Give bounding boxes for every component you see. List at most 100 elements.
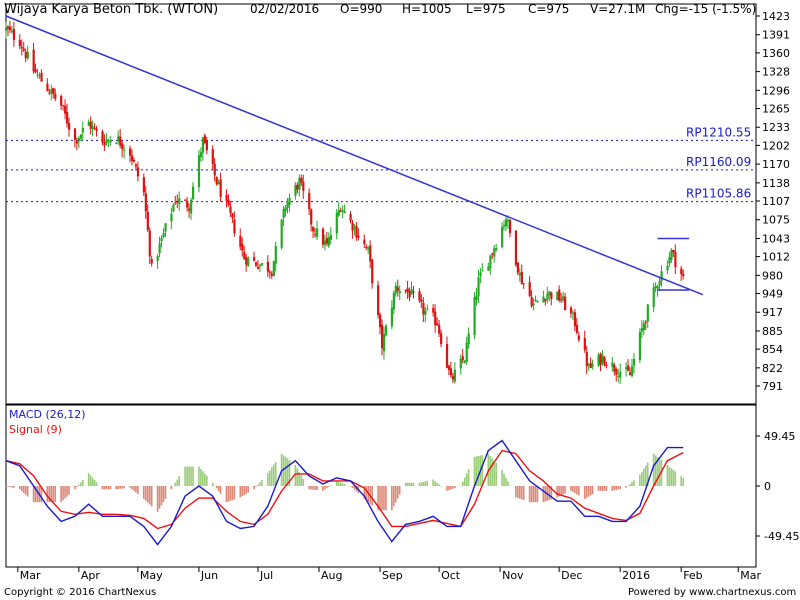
macd-histogram-bar (466, 474, 468, 486)
candle-body (647, 305, 649, 322)
candle-body (48, 92, 50, 93)
candle-body (54, 94, 56, 99)
candle-body (353, 227, 355, 228)
macd-histogram-bar (60, 486, 62, 502)
candle-body (670, 250, 672, 260)
macd-histogram-bar (598, 486, 600, 491)
candle-body (206, 140, 208, 150)
downtrend-line (6, 16, 703, 295)
candle-body (584, 338, 586, 350)
candle-body (115, 143, 117, 144)
macd-histogram-bar (438, 484, 440, 486)
candle-body (617, 376, 619, 377)
macd-histogram-bar (131, 486, 133, 489)
macd-histogram-bar (129, 486, 131, 488)
macd-histogram-bar (212, 483, 214, 486)
candle-body (269, 272, 271, 273)
price-tick-label: 1296 (762, 84, 790, 97)
macd-histogram-bar (104, 486, 106, 489)
candle-body (9, 27, 11, 30)
candle-body (92, 126, 94, 129)
candle-body (40, 73, 42, 82)
macd-histogram-bar (419, 483, 421, 486)
candle-body (531, 297, 533, 306)
candle-body (668, 257, 670, 263)
price-tick-label: 949 (762, 288, 783, 301)
candle-body (147, 212, 149, 230)
candle-body (96, 129, 98, 131)
macd-histogram-bar (214, 486, 216, 487)
candle-body (438, 325, 440, 334)
resistance-label: RP1160.09 (686, 155, 751, 169)
candle-body (239, 236, 241, 247)
macd-histogram-bar (371, 486, 373, 505)
macd-histogram-bar (316, 486, 318, 490)
candle-body (107, 140, 109, 141)
candle-body (192, 187, 194, 199)
candle-body (164, 223, 166, 231)
candle-body (493, 248, 495, 256)
candle-body (11, 31, 13, 32)
candle-body (570, 308, 572, 314)
macd-histogram-bar (543, 486, 545, 502)
resistance-label: RP1210.55 (686, 125, 751, 139)
candle-body (64, 106, 66, 114)
candle-body (131, 155, 133, 161)
macd-histogram-bar (464, 478, 466, 486)
macd-histogram-bar (653, 454, 655, 486)
macd-histogram-bar (381, 486, 383, 510)
macd-histogram-bar (186, 467, 188, 486)
candle-body (302, 182, 304, 191)
macd-histogram-bar (407, 483, 409, 486)
candle-body (452, 376, 454, 380)
candle-body (661, 271, 663, 281)
candle-body (129, 148, 131, 155)
candle-body (672, 250, 674, 252)
candle-body (393, 293, 395, 310)
candle-body (479, 272, 481, 276)
candle-body (409, 291, 411, 297)
candle-body (338, 210, 340, 216)
candle-body (271, 274, 273, 276)
macd-histogram-bar (604, 486, 606, 491)
price-tick-label: 1233 (762, 121, 790, 134)
candle-body (60, 96, 62, 106)
candle-body (399, 291, 401, 293)
macd-histogram-bar (62, 486, 64, 500)
macd-histogram-bar (300, 475, 302, 486)
candle-body (434, 312, 436, 326)
candle-body (546, 294, 548, 300)
macd-legend: MACD (26,12) (9, 408, 86, 421)
price-tick-label: 1170 (762, 158, 790, 171)
candle-body (487, 267, 489, 271)
candle-body (422, 303, 424, 314)
macd-histogram-bar (454, 486, 456, 488)
candle-body (340, 211, 342, 212)
candle-body (631, 366, 633, 376)
candle-body (560, 300, 562, 301)
macd-histogram-bar (174, 483, 176, 486)
candle-body (184, 200, 186, 201)
candle-body (109, 141, 111, 143)
candle-body (310, 209, 312, 224)
macd-histogram-bar (507, 482, 509, 486)
macd-histogram-bar (342, 483, 344, 486)
macd-histogram-bar (322, 486, 324, 491)
candle-body (88, 122, 90, 126)
candle-body (523, 283, 525, 284)
candle-body (474, 297, 476, 335)
candle-body (418, 291, 420, 300)
macd-histogram-bar (143, 486, 145, 499)
macd-histogram-bar (643, 469, 645, 486)
candle-body (27, 52, 29, 59)
powered-by-text: Powered by www.chartnexus.com (628, 587, 796, 598)
candle-body (477, 277, 479, 296)
macd-histogram-bar (78, 485, 80, 486)
candle-body (212, 149, 214, 164)
candle-body (586, 352, 588, 366)
macd-histogram-bar (562, 486, 564, 495)
candle-body (283, 209, 285, 218)
macd-histogram-bar (163, 486, 165, 502)
candle-body (521, 272, 523, 284)
quote-low: L=975 (466, 2, 506, 16)
